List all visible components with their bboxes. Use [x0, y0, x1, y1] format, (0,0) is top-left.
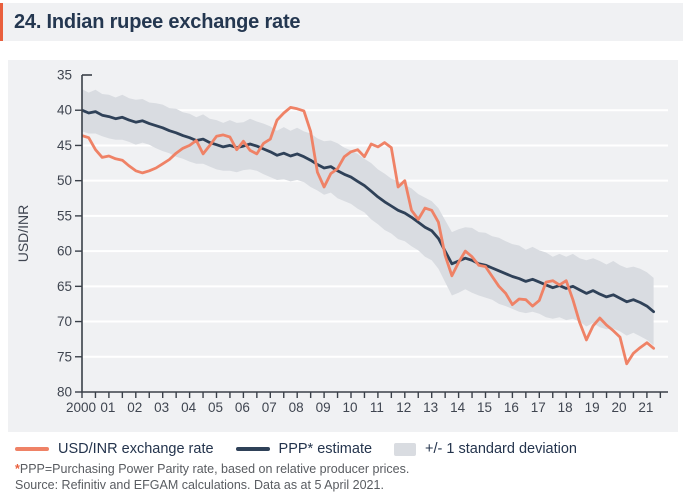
svg-text:01: 01 [100, 400, 115, 415]
chart-legend: USD/INR exchange rate PPP* estimate +/- … [15, 441, 686, 457]
svg-text:11: 11 [370, 400, 384, 415]
svg-text:55: 55 [57, 208, 72, 223]
footnotes: *PPP=Purchasing Power Parity rate, based… [15, 462, 686, 493]
svg-text:08: 08 [289, 400, 304, 415]
svg-text:20: 20 [611, 400, 626, 415]
stddev-band-swatch [394, 442, 417, 456]
usdinr-line-swatch [15, 447, 49, 451]
svg-text:14: 14 [450, 400, 466, 415]
chart-panel: 35 40 45 50 55 60 65 70 75 80 2000 01 02 03 04 05 06 07 08… [8, 60, 678, 432]
footnote-source: Source: Refinitiv and EFGAM calculations… [15, 477, 384, 492]
legend-label-usdinr: USD/INR exchange rate [58, 441, 214, 457]
svg-text:40: 40 [57, 103, 72, 118]
y-axis-title: USD/INR [15, 205, 31, 263]
footnote-ppp: *PPP=Purchasing Power Parity rate, based… [15, 462, 686, 478]
figure-title: 24. Indian rupee exchange rate [14, 10, 301, 33]
svg-text:02: 02 [127, 400, 142, 415]
svg-text:05: 05 [208, 400, 223, 415]
svg-text:80: 80 [57, 385, 72, 400]
svg-text:04: 04 [181, 400, 197, 415]
footnote-asterisk: * [15, 462, 20, 476]
svg-text:19: 19 [585, 400, 600, 415]
svg-text:21: 21 [638, 400, 653, 415]
svg-text:35: 35 [57, 68, 72, 83]
svg-text:09: 09 [316, 400, 331, 415]
svg-text:50: 50 [57, 173, 72, 188]
svg-text:16: 16 [504, 400, 519, 415]
svg-text:12: 12 [396, 400, 411, 415]
figure-header: 24. Indian rupee exchange rate [0, 3, 683, 41]
legend-item-band: +/- 1 standard deviation [394, 441, 577, 457]
svg-text:18: 18 [558, 400, 573, 415]
svg-text:10: 10 [342, 400, 357, 415]
svg-text:06: 06 [235, 400, 250, 415]
svg-text:45: 45 [57, 138, 72, 153]
legend-label-band: +/- 1 standard deviation [425, 441, 577, 457]
svg-text:75: 75 [57, 349, 72, 364]
legend-label-ppp: PPP* estimate [278, 441, 373, 457]
svg-text:07: 07 [262, 400, 277, 415]
svg-text:65: 65 [57, 279, 72, 294]
legend-item-usdinr: USD/INR exchange rate [15, 441, 214, 457]
svg-text:17: 17 [531, 400, 546, 415]
svg-text:03: 03 [154, 400, 169, 415]
svg-text:60: 60 [57, 244, 72, 259]
svg-text:15: 15 [477, 400, 492, 415]
legend-item-ppp: PPP* estimate [235, 441, 373, 457]
svg-text:13: 13 [423, 400, 438, 415]
svg-text:2000: 2000 [66, 400, 96, 415]
ppp-line-swatch [235, 447, 270, 451]
svg-text:70: 70 [57, 314, 72, 329]
footnote-ppp-text: PPP=Purchasing Power Parity rate, based … [19, 462, 410, 476]
